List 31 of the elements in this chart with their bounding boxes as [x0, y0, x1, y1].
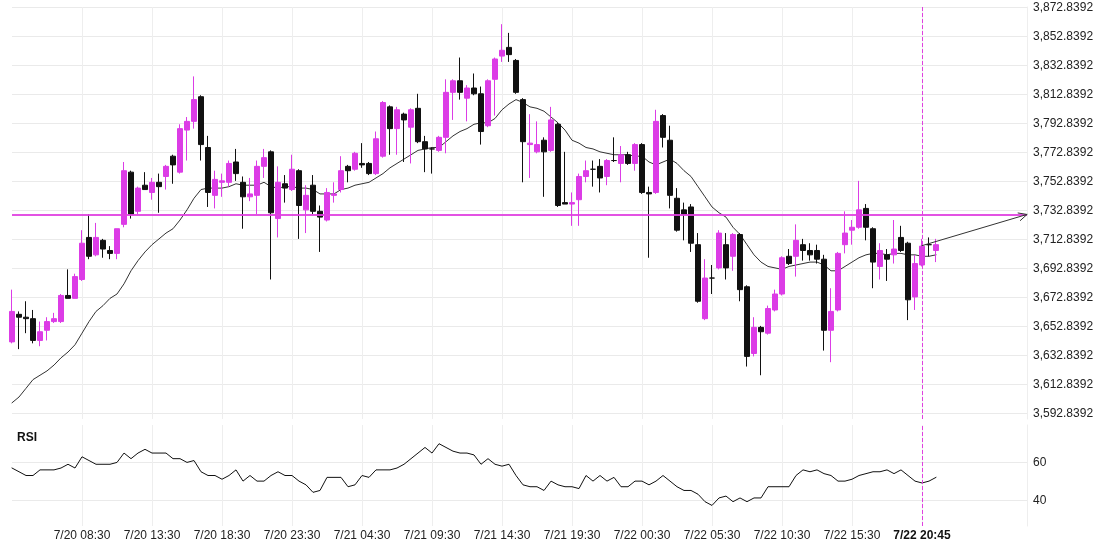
y-tick-label: 3,652.8392 — [1033, 319, 1094, 334]
x-tick-label: 7/22 15:30 — [823, 528, 881, 542]
x-tick-label: 7/22 10:30 — [753, 528, 811, 542]
y-tick-label: 3,612.8392 — [1033, 377, 1094, 392]
y-tick-label: 3,832.8392 — [1033, 58, 1094, 73]
y-tick-label: 3,592.8392 — [1033, 406, 1094, 421]
y-tick-label: 3,792.8392 — [1033, 116, 1094, 131]
y-tick-label: 3,632.8392 — [1033, 348, 1094, 363]
x-tick-label: 7/20 13:30 — [123, 528, 181, 542]
x-tick-label: 7/21 19:30 — [543, 528, 601, 542]
x-tick-label: 7/20 08:30 — [53, 528, 111, 542]
y-tick-label: 3,672.8392 — [1033, 290, 1094, 305]
x-tick-label: 7/22 05:30 — [683, 528, 741, 542]
x-tick-label: 7/22 00:30 — [613, 528, 671, 542]
y-tick-label: 3,692.8392 — [1033, 261, 1094, 276]
y-tick-label: 3,852.8392 — [1033, 29, 1094, 44]
x-tick-label: 7/21 04:30 — [333, 528, 391, 542]
y-tick-label: 3,812.8392 — [1033, 87, 1094, 102]
y-tick-label: 3,752.8392 — [1033, 174, 1094, 189]
y-tick-label: 40 — [1033, 492, 1047, 507]
x-tick-label: 7/20 18:30 — [193, 528, 251, 542]
x-tick-label: 7/22 20:45 — [893, 528, 952, 542]
y-tick-label: 60 — [1033, 455, 1047, 470]
y-tick-label: 3,732.8392 — [1033, 203, 1094, 218]
y-tick-label: 3,712.8392 — [1033, 232, 1094, 247]
x-tick-label: 7/21 14:30 — [473, 528, 531, 542]
x-tick-label: 7/20 23:30 — [263, 528, 321, 542]
x-tick-label: 7/21 09:30 — [403, 528, 461, 542]
y-tick-label: 3,772.8392 — [1033, 145, 1094, 160]
text: RSI — [17, 430, 38, 444]
y-tick-label: 3,872.8392 — [1033, 0, 1094, 14]
